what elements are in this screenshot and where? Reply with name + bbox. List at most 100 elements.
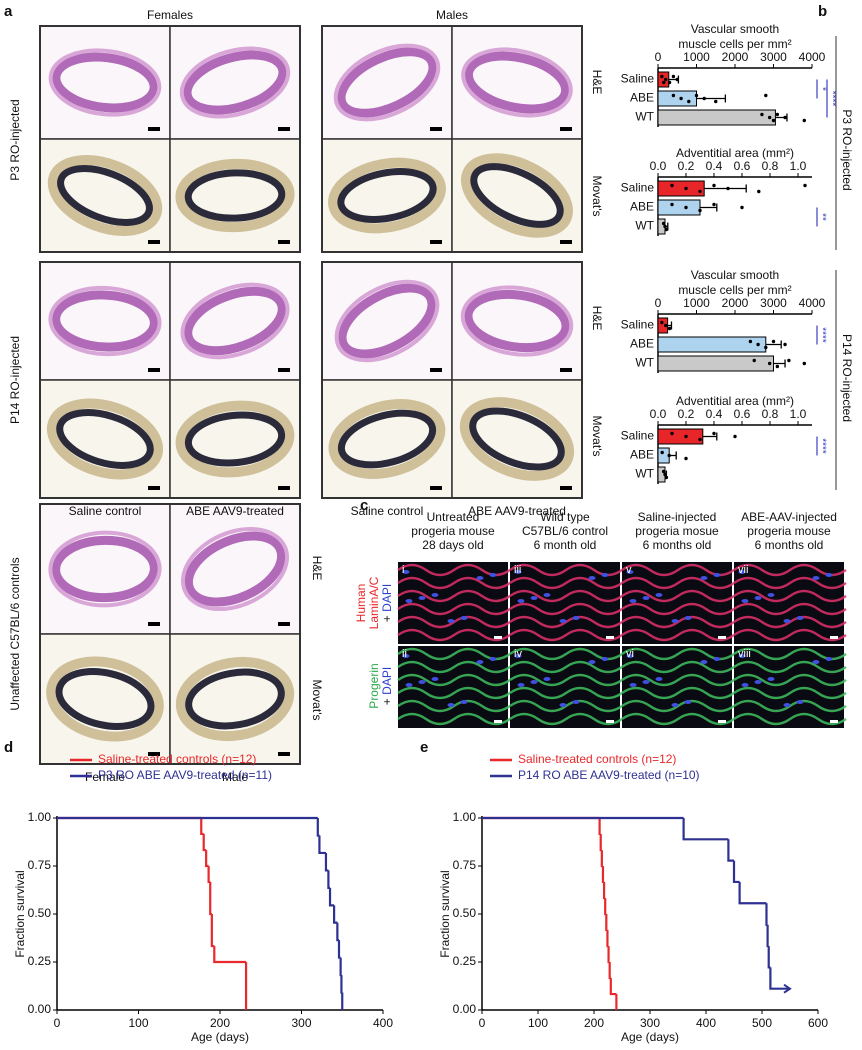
data-point bbox=[783, 342, 787, 347]
x-axis-label: Age (days) bbox=[191, 1030, 249, 1044]
nucleus bbox=[825, 657, 833, 661]
data-point bbox=[803, 183, 807, 188]
nucleus bbox=[655, 677, 663, 681]
survival-step bbox=[333, 905, 338, 924]
survival-step bbox=[316, 818, 320, 837]
vessel bbox=[184, 169, 286, 222]
y-tick-label: 0.75 bbox=[453, 858, 477, 872]
fiber bbox=[397, 673, 511, 687]
bar bbox=[657, 90, 697, 107]
survival-step bbox=[769, 967, 790, 990]
nucleus bbox=[626, 570, 634, 574]
micrograph bbox=[39, 25, 171, 140]
x-tick-label: 3000 bbox=[760, 50, 787, 64]
x-tick-label: 100 bbox=[128, 1016, 148, 1030]
column-header: ABE-AAV-injected bbox=[741, 510, 837, 524]
survival-step bbox=[767, 946, 771, 969]
nucleus bbox=[543, 677, 551, 681]
survival-step bbox=[609, 977, 617, 996]
data-point bbox=[687, 99, 691, 104]
nucleus bbox=[767, 677, 775, 681]
column-header: 6 months old bbox=[643, 538, 712, 552]
x-tick-label: 2000 bbox=[722, 50, 749, 64]
nucleus bbox=[601, 657, 609, 661]
x-tick-label: 4000 bbox=[799, 50, 826, 64]
survival-step bbox=[608, 962, 611, 980]
column-header: progeria mouse bbox=[747, 524, 831, 538]
data-point bbox=[757, 189, 761, 194]
vessel bbox=[51, 535, 159, 603]
y-tick-label: 1.00 bbox=[453, 810, 477, 824]
bar bbox=[657, 428, 704, 445]
x-tick-label: 200 bbox=[584, 1016, 604, 1030]
y-axis-label: Fraction survival bbox=[438, 870, 452, 957]
category-label: Saline bbox=[621, 429, 655, 443]
vessel bbox=[51, 290, 159, 352]
vessel bbox=[183, 286, 287, 356]
nucleus bbox=[530, 680, 538, 684]
nucleus bbox=[572, 700, 580, 704]
data-point bbox=[802, 118, 806, 123]
nucleus bbox=[629, 683, 637, 687]
significance-label: **** bbox=[816, 327, 827, 343]
column-label: ABE AAV9-treated bbox=[186, 504, 284, 518]
scale-bar bbox=[560, 486, 572, 490]
category-label: ABE bbox=[630, 337, 654, 351]
column-label: ABE AAV9-treated bbox=[468, 504, 566, 518]
column-header: 6 month old bbox=[534, 538, 597, 552]
vessel-outer bbox=[460, 285, 574, 357]
survival-step bbox=[207, 866, 211, 884]
y-tick-label: 0.75 bbox=[28, 858, 52, 872]
scale-bar bbox=[430, 368, 442, 372]
panel-frame bbox=[321, 261, 583, 499]
data-point bbox=[662, 80, 666, 85]
error-bar bbox=[702, 432, 718, 441]
column-header: 6 months old bbox=[755, 538, 824, 552]
data-point bbox=[684, 456, 688, 461]
vessel-outer bbox=[461, 47, 573, 118]
vessel bbox=[337, 409, 437, 469]
nucleus bbox=[700, 576, 708, 580]
chart-title: Vascular smooth bbox=[691, 22, 779, 36]
nucleus bbox=[405, 683, 413, 687]
data-point bbox=[679, 96, 683, 101]
column-header: Wild type bbox=[540, 510, 590, 524]
survival-step bbox=[602, 881, 606, 900]
x-tick-label: 200 bbox=[210, 1016, 230, 1030]
chart-title: Adventitial area (mm²) bbox=[676, 146, 794, 160]
legend-label: Saline-treated controls (n=12) bbox=[98, 752, 256, 766]
bar bbox=[657, 109, 776, 126]
panel-numeral: vi bbox=[626, 648, 634, 660]
x-tick-label: 0.0 bbox=[650, 407, 667, 421]
scale-bar bbox=[278, 486, 290, 490]
stain-label: H&E bbox=[590, 70, 604, 95]
category-label: WT bbox=[635, 219, 654, 233]
x-tick-label: 1.0 bbox=[790, 159, 807, 173]
x-tick-label: 1000 bbox=[683, 296, 710, 310]
vessel-outer bbox=[333, 43, 441, 122]
micrograph bbox=[39, 261, 171, 381]
scale-bar bbox=[148, 752, 160, 756]
nucleus bbox=[418, 596, 426, 600]
nucleus bbox=[671, 703, 679, 707]
x-tick-label: 1000 bbox=[683, 50, 710, 64]
vessel-outer bbox=[180, 527, 290, 611]
scale-bar bbox=[494, 636, 502, 639]
vessel-outer bbox=[48, 530, 162, 608]
header: Males bbox=[436, 8, 468, 22]
scale-bar bbox=[830, 636, 838, 639]
data-point bbox=[684, 205, 688, 210]
fiber bbox=[397, 628, 511, 642]
fiber bbox=[733, 602, 847, 616]
scale-bar bbox=[494, 720, 502, 723]
chart-title: Adventitial area (mm²) bbox=[676, 394, 794, 408]
data-point bbox=[771, 339, 776, 344]
scale-bar bbox=[560, 368, 572, 372]
panel-numeral: ii bbox=[402, 648, 407, 660]
x-tick-label: 0.6 bbox=[734, 159, 751, 173]
data-point bbox=[663, 472, 667, 477]
scale-bar bbox=[148, 368, 160, 372]
header: Females bbox=[147, 8, 193, 22]
x-tick-label: 0.0 bbox=[650, 159, 667, 173]
